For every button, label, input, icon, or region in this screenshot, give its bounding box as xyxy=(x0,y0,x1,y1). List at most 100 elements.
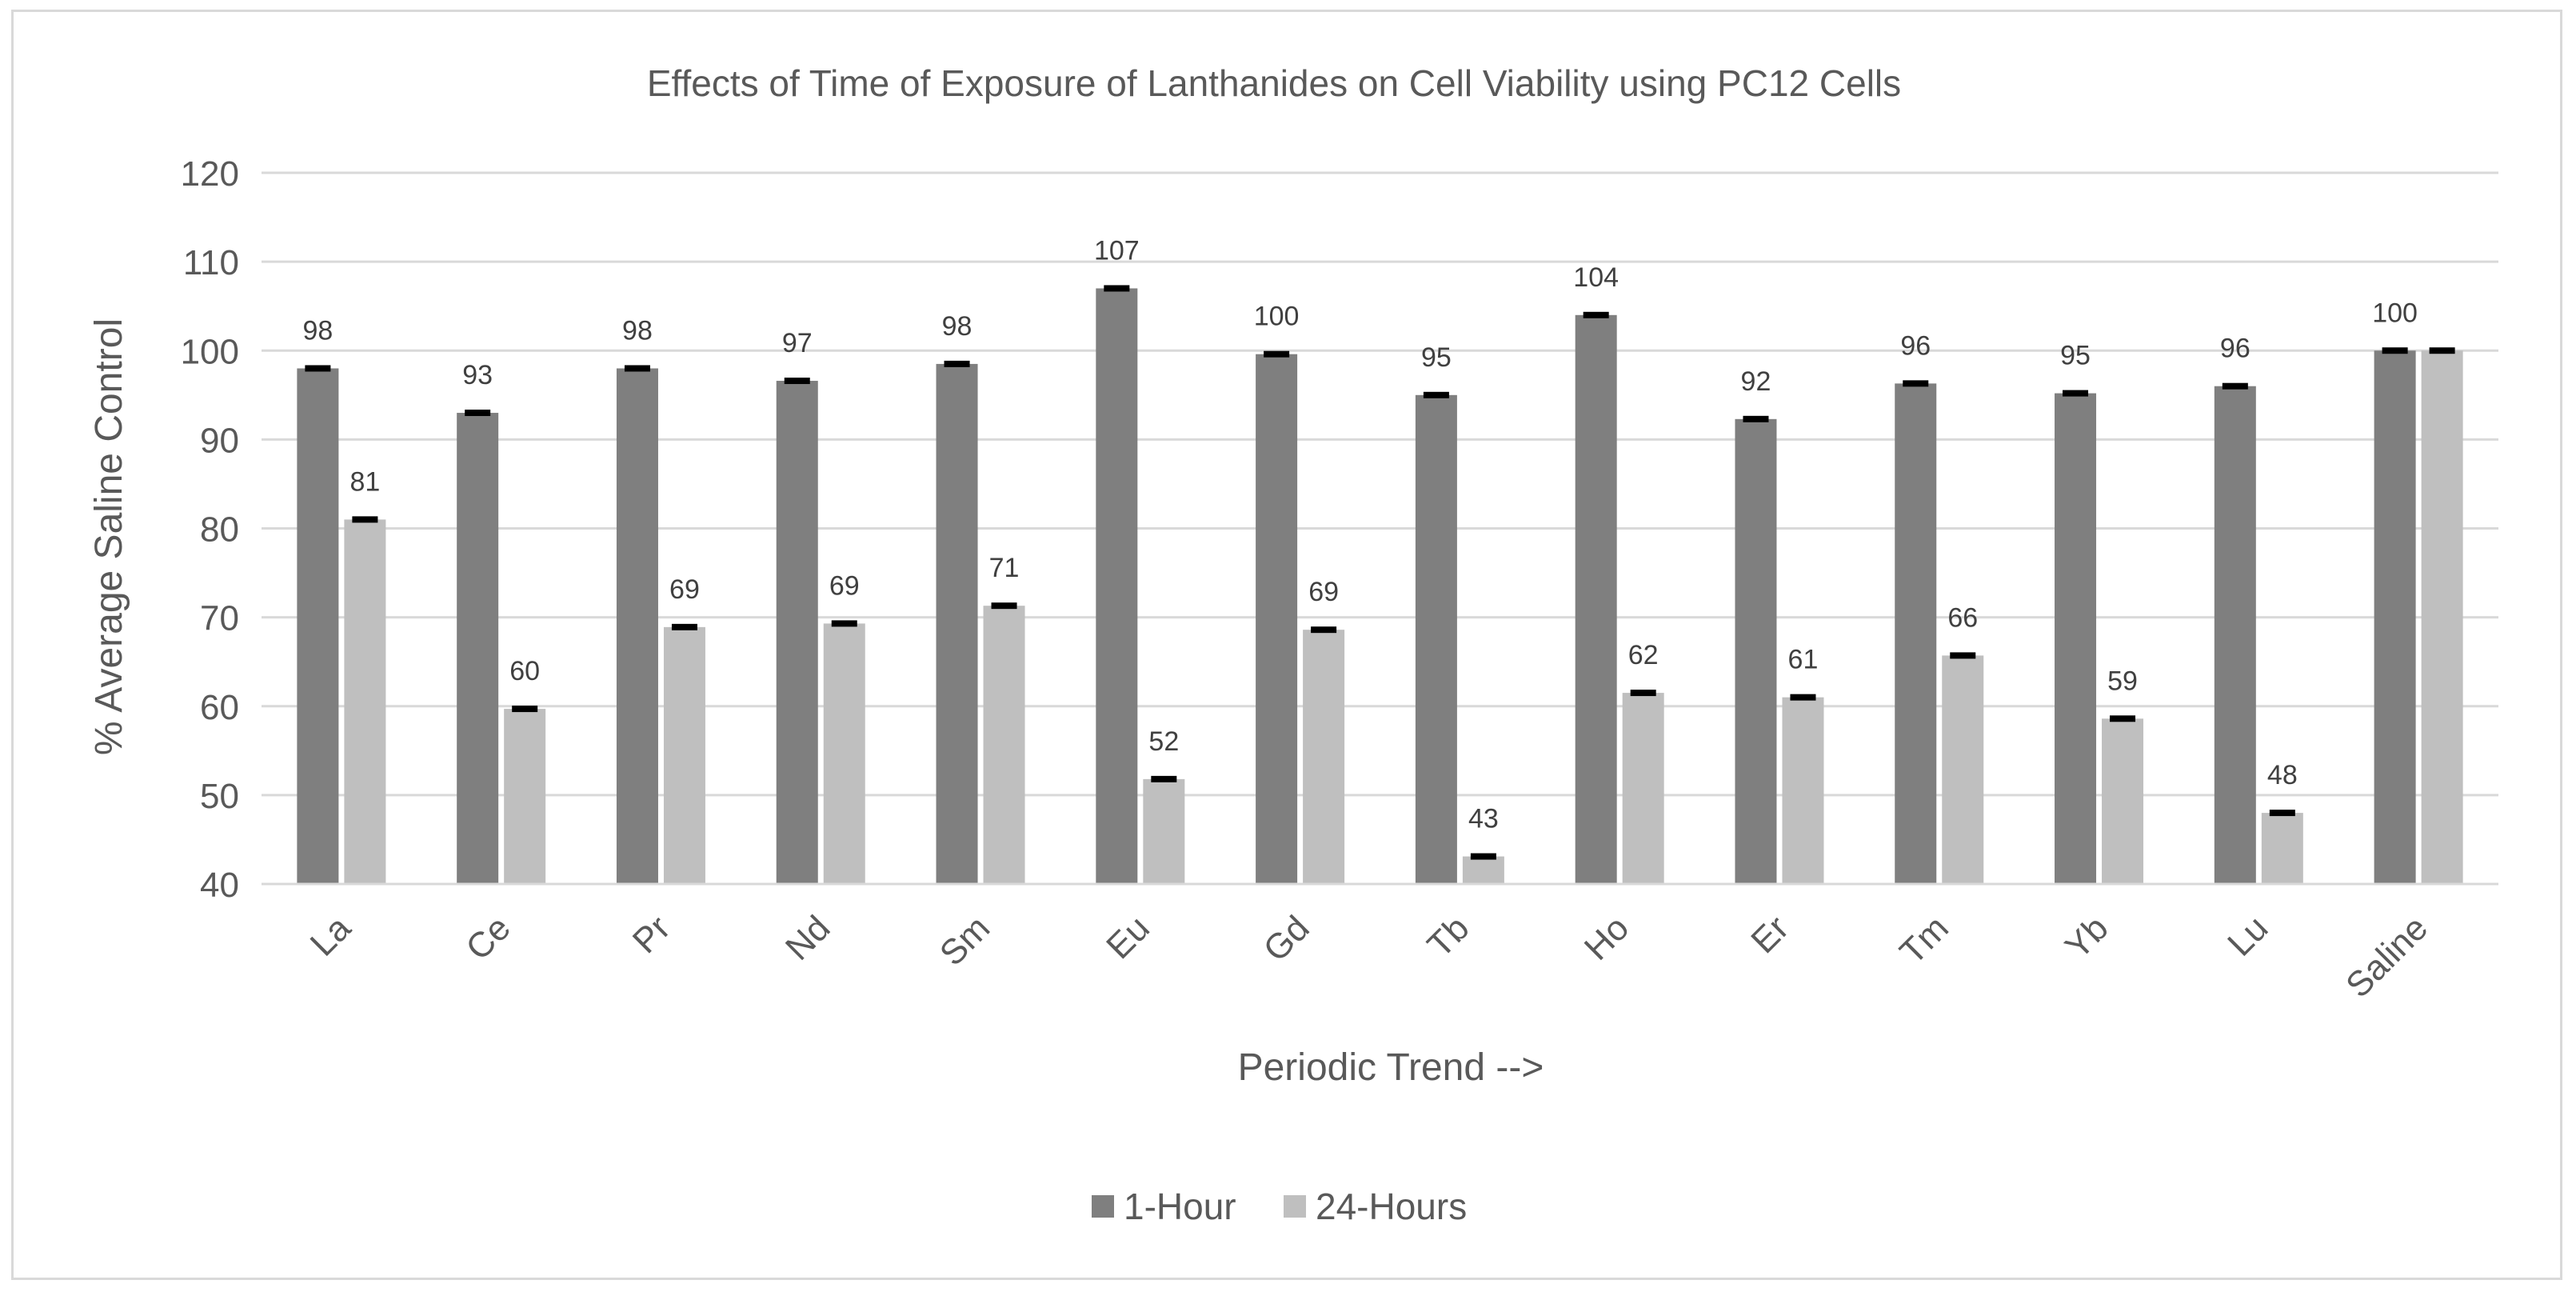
error-bar xyxy=(2222,382,2248,390)
bar-24-hours-er xyxy=(1782,697,1824,884)
legend-swatch xyxy=(1284,1195,1306,1218)
x-axis-label: Periodic Trend --> xyxy=(1238,1046,1544,1089)
data-label: 98 xyxy=(622,315,653,346)
bar-1-hour-ce xyxy=(457,413,499,884)
data-label: 96 xyxy=(2220,334,2251,364)
data-label: 81 xyxy=(349,466,380,497)
data-label: 100 xyxy=(1254,302,1300,332)
error-bar xyxy=(1423,391,1449,398)
error-bar xyxy=(1311,626,1337,634)
error-bar xyxy=(2382,347,2408,354)
x-tick-label: Ce xyxy=(458,908,517,967)
bar-1-hour-saline xyxy=(2374,350,2416,884)
x-tick-label: Tb xyxy=(1420,908,1476,965)
data-label: 98 xyxy=(302,315,333,346)
y-axis-label: % Average Saline Control xyxy=(88,318,130,755)
chart-svg: Effects of Time of Exposure of Lanthanid… xyxy=(88,62,2498,1227)
data-label: 104 xyxy=(1573,262,1619,293)
bar-1-hour-pr xyxy=(616,368,658,885)
legend-label: 24-Hours xyxy=(1316,1186,1467,1227)
error-bar xyxy=(1950,652,1976,659)
y-tick-label: 100 xyxy=(181,332,239,371)
bar-1-hour-la xyxy=(297,368,339,885)
error-bar xyxy=(2110,715,2136,722)
bar-24-hours-yb xyxy=(2102,718,2144,884)
error-bar xyxy=(512,706,538,713)
error-bar xyxy=(2269,810,2295,817)
bar-1-hour-tb xyxy=(1415,394,1457,884)
data-label: 69 xyxy=(1308,577,1339,607)
data-label: 95 xyxy=(1421,342,1452,373)
data-label: 61 xyxy=(1788,645,1819,675)
bar-1-hour-tm xyxy=(1895,383,1937,885)
bar-1-hour-eu xyxy=(1096,288,1138,884)
y-tick-label: 110 xyxy=(183,243,239,282)
data-label: 71 xyxy=(989,553,1020,583)
data-labels: 98 81 93 60 98 69 97 69 98 71 107 52 100 69 95 43 104 62 9… xyxy=(302,235,2417,834)
gridlines xyxy=(262,171,2498,886)
bar-24-hours-la xyxy=(344,519,386,884)
bar-24-hours-ce xyxy=(504,709,546,884)
error-bar xyxy=(784,378,810,385)
error-bar xyxy=(2429,347,2455,354)
y-tick-label: 90 xyxy=(200,421,239,460)
legend-label: 1-Hour xyxy=(1124,1186,1236,1227)
error-bar xyxy=(352,516,378,523)
data-label: 107 xyxy=(1094,235,1140,266)
data-label: 96 xyxy=(1900,330,1931,361)
y-tick-label: 120 xyxy=(181,154,239,194)
bar-24-hours-tm xyxy=(1942,655,1984,884)
x-tick-label: Yb xyxy=(2058,908,2116,966)
error-bar xyxy=(624,365,650,372)
bar-24-hours-tb xyxy=(1462,856,1504,884)
error-bar xyxy=(1630,690,1656,697)
y-tick-label: 40 xyxy=(200,866,239,905)
y-tick-label: 50 xyxy=(200,777,239,816)
data-label: 69 xyxy=(829,570,860,601)
bar-1-hour-yb xyxy=(2055,393,2097,885)
data-label: 98 xyxy=(942,311,972,342)
x-tick-label: Er xyxy=(1743,908,1796,961)
legend-swatch xyxy=(1092,1195,1114,1218)
data-label: 48 xyxy=(2267,760,2298,790)
bar-24-hours-gd xyxy=(1303,630,1345,884)
data-label: 93 xyxy=(462,360,493,390)
x-tick-label: Tm xyxy=(1892,908,1956,972)
x-tick-label: Gd xyxy=(1256,908,1317,969)
error-bar xyxy=(2063,390,2089,397)
x-tick-label: Lu xyxy=(2220,908,2275,963)
data-label: 69 xyxy=(669,574,700,605)
data-label: 43 xyxy=(1468,804,1499,834)
error-bar xyxy=(465,410,491,417)
error-bar xyxy=(1264,350,1290,358)
x-tick-label: Sm xyxy=(933,908,997,973)
error-bar xyxy=(1903,380,1929,387)
data-label: 59 xyxy=(2107,666,2138,696)
x-tick-label: La xyxy=(303,908,359,964)
bar-24-hours-ho xyxy=(1622,693,1664,884)
chart-frame: Effects of Time of Exposure of Lanthanid… xyxy=(11,10,2562,1280)
error-bar xyxy=(1743,415,1769,422)
error-bar xyxy=(944,360,970,367)
bar-24-hours-nd xyxy=(823,623,865,884)
bar-24-hours-pr xyxy=(663,626,705,884)
data-label: 52 xyxy=(1148,726,1179,757)
y-tick-label: 80 xyxy=(200,510,239,550)
x-tick-label: Ho xyxy=(1577,908,1636,967)
bar-1-hour-ho xyxy=(1575,314,1617,884)
error-bar xyxy=(305,365,331,372)
error-bar xyxy=(1583,311,1609,318)
data-label: 97 xyxy=(782,328,813,358)
data-label: 62 xyxy=(1628,640,1659,670)
x-tick-label: Nd xyxy=(778,908,837,967)
x-tick-label: Saline xyxy=(2338,908,2435,1005)
bar-24-hours-lu xyxy=(2261,813,2303,884)
bar-24-hours-saline xyxy=(2421,350,2463,884)
y-tick-label: 70 xyxy=(200,599,239,638)
bar-1-hour-gd xyxy=(1256,354,1298,884)
bar-1-hour-nd xyxy=(776,381,818,885)
error-bar xyxy=(671,623,697,630)
bar-24-hours-sm xyxy=(983,606,1025,884)
data-label: 66 xyxy=(1947,602,1978,633)
error-bar xyxy=(1104,285,1130,292)
